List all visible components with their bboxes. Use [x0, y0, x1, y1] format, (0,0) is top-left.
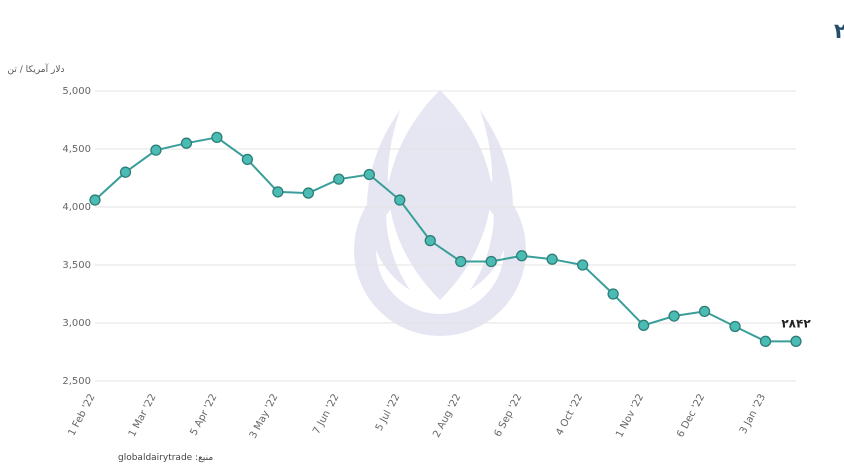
x-tick-label: 3 Jan '23: [738, 392, 768, 436]
point: [424, 234, 436, 247]
y-axis-label: دلار آمریکا / تن: [8, 63, 65, 75]
value-label: ۲۸۴۲: [781, 316, 811, 330]
point: [119, 166, 132, 178]
point: [89, 194, 101, 206]
point: [790, 335, 802, 347]
watermark: [354, 90, 526, 336]
x-tick-label: 2 Aug '22: [431, 392, 463, 439]
point: [150, 144, 162, 156]
point: [180, 137, 193, 149]
point: [577, 259, 589, 271]
chart-title: تغییرات میانگین قیمت جهانی پودر شیرخشک ا…: [834, 18, 844, 43]
point: [241, 153, 254, 166]
point: [516, 250, 528, 262]
x-tick-label: 5 Jul '22: [374, 392, 403, 433]
y-tick-label: 4,000: [62, 202, 91, 213]
x-tick-label: 6 Sep '22: [493, 392, 525, 439]
x-tick-label: 1 Nov '22: [614, 392, 646, 439]
point: [333, 173, 345, 185]
point: [485, 255, 497, 268]
point: [668, 310, 680, 322]
point: [698, 305, 711, 318]
point: [607, 288, 619, 300]
point: [637, 319, 650, 331]
y-tick-label: 2,500: [62, 376, 91, 387]
point: [211, 131, 223, 144]
x-tick-label: 4 Oct '22: [554, 392, 585, 437]
point: [759, 335, 772, 347]
source: منبع: globaldairytrade: [118, 453, 213, 463]
point: [302, 187, 314, 199]
y-tick-label: 3,500: [62, 260, 91, 271]
point: [363, 168, 375, 181]
x-tick-label: 5 Apr '22: [188, 392, 219, 437]
point: [272, 186, 284, 198]
x-tick-label: 7 Jun '22: [311, 392, 341, 436]
x-tick-label: 3 May '22: [248, 392, 281, 440]
point: [455, 255, 467, 268]
point: [546, 253, 558, 265]
y-tick-label: 3,000: [62, 318, 91, 329]
y-tick-label: 5,000: [62, 86, 91, 97]
point: [394, 194, 406, 206]
x-tick-label: 6 Dec '22: [675, 392, 707, 439]
y-tick-label: 4,500: [62, 144, 91, 155]
point: [729, 320, 741, 333]
x-tick-label: 1 Mar '22: [127, 392, 159, 439]
x-tick-label: 1 Feb '22: [66, 392, 97, 438]
